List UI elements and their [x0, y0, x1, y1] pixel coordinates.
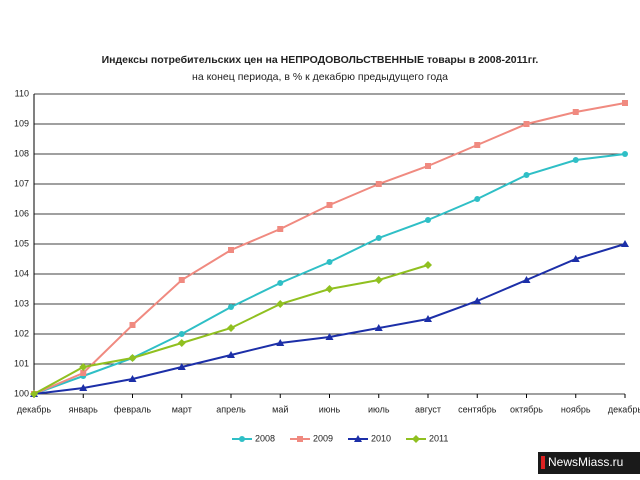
point [474, 196, 481, 202]
x-tick-label: март [172, 404, 192, 414]
legend-marker [239, 436, 245, 442]
point [572, 109, 579, 115]
x-tick-label: июль [368, 404, 390, 414]
point [178, 277, 185, 283]
point [425, 163, 431, 169]
point [177, 339, 186, 347]
point [424, 261, 432, 269]
legend-label: 2011 [429, 433, 448, 443]
chart-title: Индексы потребительских цен на НЕПРОДОВО… [102, 54, 539, 66]
y-tick-label: 100 [14, 388, 29, 398]
point [276, 300, 285, 308]
point [227, 324, 235, 332]
point [523, 172, 530, 178]
y-tick-label: 109 [14, 118, 29, 128]
x-tick-label: октябрь [510, 404, 543, 414]
legend-label: 2010 [371, 433, 391, 443]
y-tick-label: 101 [14, 358, 29, 368]
x-tick-label: август [415, 404, 441, 414]
series-line [33, 102, 626, 395]
y-tick-label: 108 [14, 148, 29, 158]
x-tick-label: январь [69, 404, 99, 414]
point [622, 151, 628, 157]
point [79, 363, 88, 371]
legend-marker [297, 436, 303, 442]
point [621, 240, 629, 247]
x-tick-label: декабрь [608, 404, 640, 414]
point [178, 331, 185, 337]
y-tick-label: 106 [14, 208, 29, 218]
point [325, 285, 334, 293]
point [572, 157, 579, 163]
y-tick-label: 104 [14, 268, 29, 278]
series-line [33, 243, 626, 395]
point [474, 142, 481, 148]
x-tick-label: декабрь [17, 404, 52, 414]
point [227, 351, 235, 358]
y-tick-label: 107 [14, 178, 29, 188]
point [325, 333, 334, 340]
point [375, 235, 382, 241]
chart-subtitle: на конец периода, в % к декабрю предыдущ… [192, 71, 448, 83]
point [80, 370, 87, 376]
legend-label: 2008 [255, 433, 275, 443]
point [473, 297, 482, 304]
point [228, 247, 234, 253]
y-tick-label: 105 [14, 238, 29, 248]
point [522, 276, 531, 283]
point [425, 217, 431, 223]
y-tick-label: 102 [14, 328, 29, 338]
point [30, 390, 38, 398]
point [622, 100, 628, 106]
legend-marker [412, 435, 420, 443]
point [374, 276, 383, 284]
point [128, 375, 137, 382]
x-tick-label: сентябрь [458, 404, 497, 414]
point [571, 255, 580, 262]
point [79, 384, 88, 391]
point [128, 354, 137, 362]
point [276, 339, 285, 346]
x-tick-label: май [272, 404, 288, 414]
point [228, 304, 234, 310]
point [424, 315, 432, 322]
y-tick-label: 103 [14, 298, 29, 308]
x-tick-label: июнь [319, 404, 341, 414]
point [277, 226, 284, 232]
point [374, 324, 383, 331]
y-tick-label: 110 [15, 88, 29, 98]
point [326, 259, 333, 265]
x-tick-label: ноябрь [561, 404, 591, 414]
point [129, 322, 136, 328]
x-tick-label: апрель [216, 404, 246, 414]
point [177, 363, 186, 370]
point [277, 280, 284, 286]
point [523, 121, 530, 127]
x-tick-label: февраль [114, 404, 151, 414]
point [326, 202, 333, 208]
legend-marker [354, 435, 362, 442]
watermark: NewsMiass.ru [548, 455, 623, 469]
legend-label: 2009 [313, 433, 333, 443]
watermark-bg [538, 452, 640, 474]
watermark-icon [541, 456, 545, 469]
point [375, 181, 382, 187]
